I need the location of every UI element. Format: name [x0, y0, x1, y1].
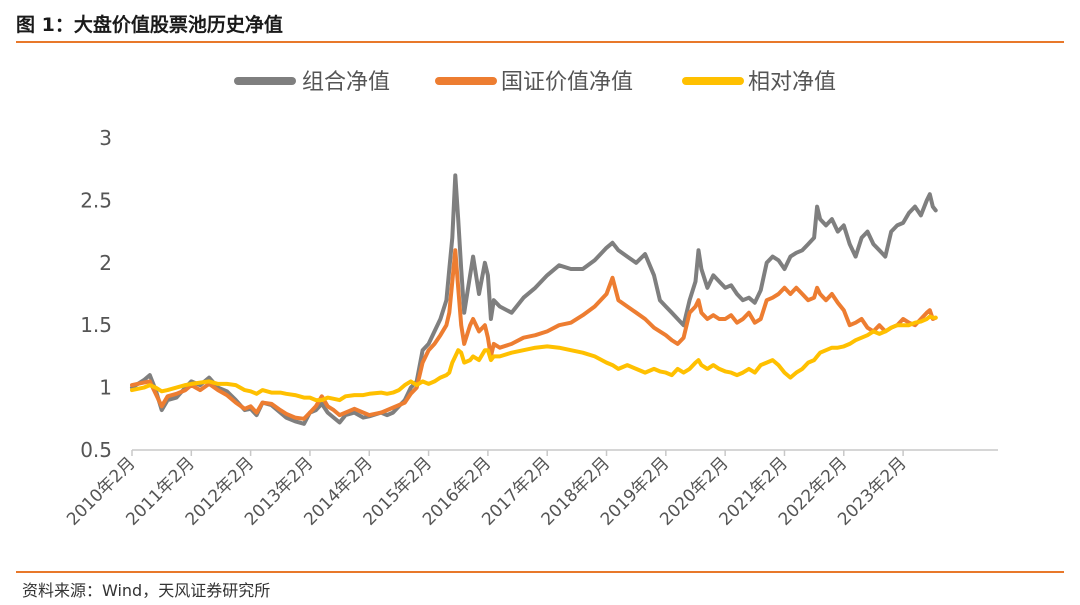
y-tick-label: 3 — [99, 126, 112, 150]
y-tick-label: 0.5 — [80, 438, 112, 462]
legend-label: 国证价值净值 — [501, 70, 633, 95]
y-tick-label: 2 — [99, 251, 112, 275]
series-line-1 — [130, 248, 938, 421]
y-tick-label: 1 — [99, 376, 112, 400]
y-axis: 0.5 1 1.5 2 2.5 3 — [80, 126, 112, 462]
x-axis: 2010年2月2011年2月2012年2月2013年2月2014年2月2015年… — [63, 449, 998, 530]
plot-lines — [130, 173, 938, 426]
legend-label: 相对净值 — [748, 70, 836, 95]
series-line-0 — [130, 173, 938, 426]
source-divider — [16, 571, 1064, 573]
title-divider — [16, 41, 1064, 43]
figure-source: 资料来源：Wind，天风证券研究所 — [22, 581, 271, 600]
y-tick-label: 2.5 — [80, 188, 112, 212]
figure-title: 图 1：大盘价值股票池历史净值 — [16, 14, 283, 36]
y-tick-label: 1.5 — [80, 313, 112, 337]
line-chart: 组合净值 国证价值净值 相对净值 0.5 1 1.5 2 2.5 3 2010年2月2011年… — [63, 70, 998, 530]
series-line-2 — [130, 314, 938, 403]
chart-legend: 组合净值 国证价值净值 相对净值 — [234, 70, 836, 95]
legend-label: 组合净值 — [302, 70, 390, 95]
